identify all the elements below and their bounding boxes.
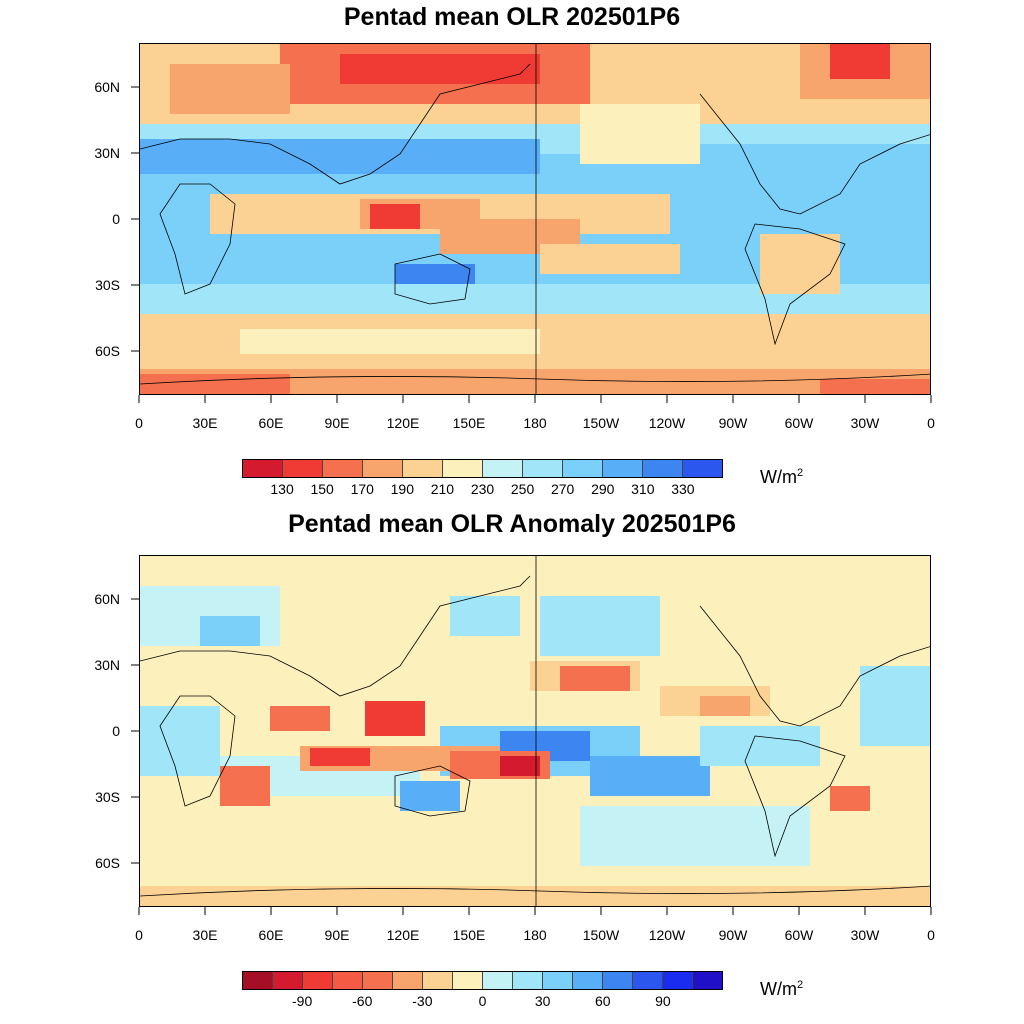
lat-label: 60S bbox=[95, 343, 120, 359]
lon-label: 30E bbox=[193, 927, 218, 943]
lon-label: 150E bbox=[453, 415, 486, 431]
lon-label: 120E bbox=[387, 415, 420, 431]
lat-label: 0 bbox=[112, 723, 120, 739]
anomaly-title: Pentad mean OLR Anomaly 202501P6 bbox=[288, 510, 736, 538]
colorbar-swatch bbox=[243, 972, 273, 989]
colorbar-swatch bbox=[693, 972, 722, 989]
colorbar-swatch bbox=[323, 460, 363, 477]
colorbar-swatch bbox=[273, 972, 303, 989]
colorbar-label: 150 bbox=[310, 481, 334, 497]
anomaly-axes: 60N 30N 0 30S 60S 0 30E 60E 90E 120E 150… bbox=[94, 591, 935, 943]
lat-label: 60N bbox=[94, 79, 120, 95]
lon-label: 60E bbox=[259, 927, 284, 943]
lon-label: 90W bbox=[719, 415, 749, 431]
lon-label: 0 bbox=[135, 927, 143, 943]
colorbar-swatch bbox=[483, 460, 523, 477]
lon-label: 120W bbox=[649, 927, 686, 943]
lat-label: 30N bbox=[94, 657, 120, 673]
colorbar-swatch bbox=[363, 460, 403, 477]
colorbar-swatch bbox=[333, 972, 363, 989]
colorbar-label: 290 bbox=[591, 481, 615, 497]
colorbar-swatch bbox=[663, 972, 693, 989]
anomaly-map bbox=[139, 555, 931, 907]
olr-units: W/m2 bbox=[760, 467, 804, 487]
lon-label: 30E bbox=[193, 415, 218, 431]
colorbar-label: 230 bbox=[470, 481, 495, 497]
lon-label: 150E bbox=[453, 927, 486, 943]
lat-label: 30S bbox=[95, 789, 120, 805]
lon-label: 180 bbox=[523, 927, 547, 943]
colorbar-label: -30 bbox=[412, 993, 433, 1009]
lon-label: 60W bbox=[785, 927, 815, 943]
lon-label: 180 bbox=[523, 415, 547, 431]
anomaly-colorbar bbox=[242, 971, 723, 990]
colorbar-swatch bbox=[423, 972, 453, 989]
colorbar-swatch bbox=[403, 460, 443, 477]
colorbar-swatch bbox=[543, 972, 573, 989]
colorbar-swatch bbox=[513, 972, 543, 989]
colorbar-swatch bbox=[523, 460, 563, 477]
colorbar-swatch bbox=[363, 972, 393, 989]
lat-label: 60N bbox=[94, 591, 120, 607]
lat-label: 30N bbox=[94, 145, 120, 161]
colorbar-swatch bbox=[283, 460, 323, 477]
lon-label: 90E bbox=[325, 927, 350, 943]
lon-label: 0 bbox=[927, 415, 935, 431]
colorbar-label: 60 bbox=[594, 993, 611, 1009]
colorbar-swatch bbox=[243, 460, 283, 477]
colorbar-swatch bbox=[563, 460, 603, 477]
colorbar-label: 310 bbox=[631, 481, 655, 497]
colorbar-label: 270 bbox=[550, 481, 575, 497]
olr-colorbar bbox=[242, 459, 723, 478]
colorbar-swatch bbox=[683, 460, 722, 477]
colorbar-swatch bbox=[483, 972, 513, 989]
colorbar-swatch bbox=[603, 460, 643, 477]
lat-label: 0 bbox=[112, 211, 120, 227]
colorbar-label: 190 bbox=[390, 481, 415, 497]
colorbar-swatch bbox=[453, 972, 483, 989]
colorbar-label: -60 bbox=[352, 993, 373, 1009]
lon-label: 30W bbox=[851, 415, 881, 431]
lon-label: 0 bbox=[135, 415, 143, 431]
anomaly-units: W/m2 bbox=[760, 979, 804, 999]
colorbar-swatch bbox=[603, 972, 633, 989]
lon-label: 90W bbox=[719, 927, 749, 943]
colorbar-swatch bbox=[643, 460, 683, 477]
olr-title: Pentad mean OLR 202501P6 bbox=[343, 3, 681, 31]
lon-label: 150W bbox=[583, 415, 620, 431]
lon-label: 60E bbox=[259, 415, 284, 431]
lon-label: 60W bbox=[785, 415, 815, 431]
colorbar-label: 250 bbox=[510, 481, 535, 497]
lat-label: 60S bbox=[95, 855, 120, 871]
lon-label: 120W bbox=[649, 415, 686, 431]
colorbar-swatch bbox=[573, 972, 603, 989]
colorbar-label: 330 bbox=[671, 481, 695, 497]
olr-map bbox=[139, 43, 931, 395]
colorbar-label: 170 bbox=[350, 481, 374, 497]
colorbar-label: 0 bbox=[478, 993, 487, 1009]
colorbar-swatch bbox=[633, 972, 663, 989]
lon-label: 0 bbox=[927, 927, 935, 943]
anomaly-field bbox=[140, 556, 930, 906]
lon-label: 90E bbox=[325, 415, 350, 431]
colorbar-label: 90 bbox=[655, 993, 671, 1009]
colorbar-swatch bbox=[443, 460, 483, 477]
colorbar-label: 130 bbox=[270, 481, 294, 497]
colorbar-label: 210 bbox=[430, 481, 455, 497]
colorbar-label: 30 bbox=[534, 993, 551, 1009]
lon-label: 120E bbox=[387, 927, 420, 943]
lat-label: 30S bbox=[95, 277, 120, 293]
colorbar-label: -90 bbox=[292, 993, 313, 1009]
colorbar-swatch bbox=[303, 972, 333, 989]
lon-label: 30W bbox=[851, 927, 881, 943]
olr-field bbox=[140, 44, 930, 394]
olr-axes: 60N 30N 0 30S 60S 0 30E 60E 90E 120E 150… bbox=[94, 79, 935, 431]
colorbar-swatch bbox=[393, 972, 423, 989]
lon-label: 150W bbox=[583, 927, 620, 943]
